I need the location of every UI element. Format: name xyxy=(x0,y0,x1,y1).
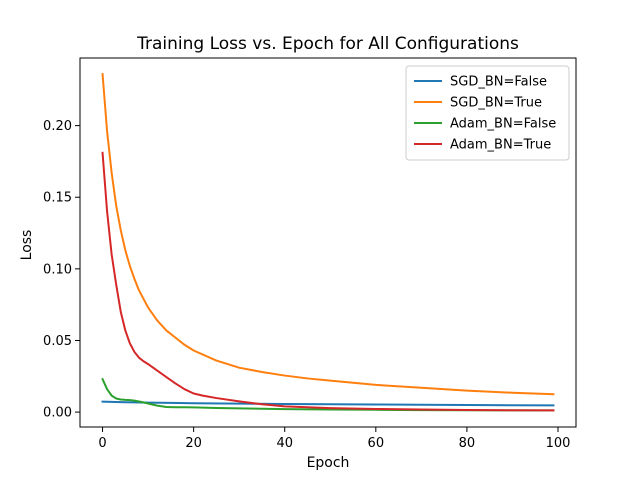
chart-title: Training Loss vs. Epoch for All Configur… xyxy=(136,34,519,54)
series-lines xyxy=(101,72,555,412)
legend-label: Adam_BN=False xyxy=(450,117,556,132)
plot-area: 0 20 40 60 80 100 0.00 0.05 0.10 0.15 0.20 xyxy=(43,57,577,451)
y-tick-label: 0.00 xyxy=(43,406,72,421)
x-tick-label: 40 xyxy=(276,436,293,451)
legend-label: SGD_BN=False xyxy=(450,75,547,90)
y-tick-label: 0.15 xyxy=(43,191,72,206)
series-line-sgd-bn-true xyxy=(101,72,555,396)
legend-label: Adam_BN=True xyxy=(450,138,551,153)
y-tick-label: 0.05 xyxy=(43,334,72,349)
x-tick-label: 20 xyxy=(185,436,202,451)
y-tick-label: 0.20 xyxy=(43,119,72,134)
legend-label: SGD_BN=True xyxy=(450,96,542,111)
legend-box xyxy=(405,65,570,161)
y-axis-label: Loss xyxy=(19,230,35,261)
x-tick-label: 60 xyxy=(368,436,385,451)
legend: SGD_BN=False SGD_BN=True Adam_BN=False Adam… xyxy=(405,65,570,161)
x-axis-label: Epoch xyxy=(307,455,350,471)
series-line-adam-bn-true xyxy=(101,151,555,412)
y-tick-label: 0.10 xyxy=(43,262,72,277)
x-tick-label: 80 xyxy=(459,436,476,451)
axes-frame xyxy=(79,57,577,428)
x-tick-label: 0 xyxy=(98,436,106,451)
x-tick-label: 100 xyxy=(546,436,571,451)
